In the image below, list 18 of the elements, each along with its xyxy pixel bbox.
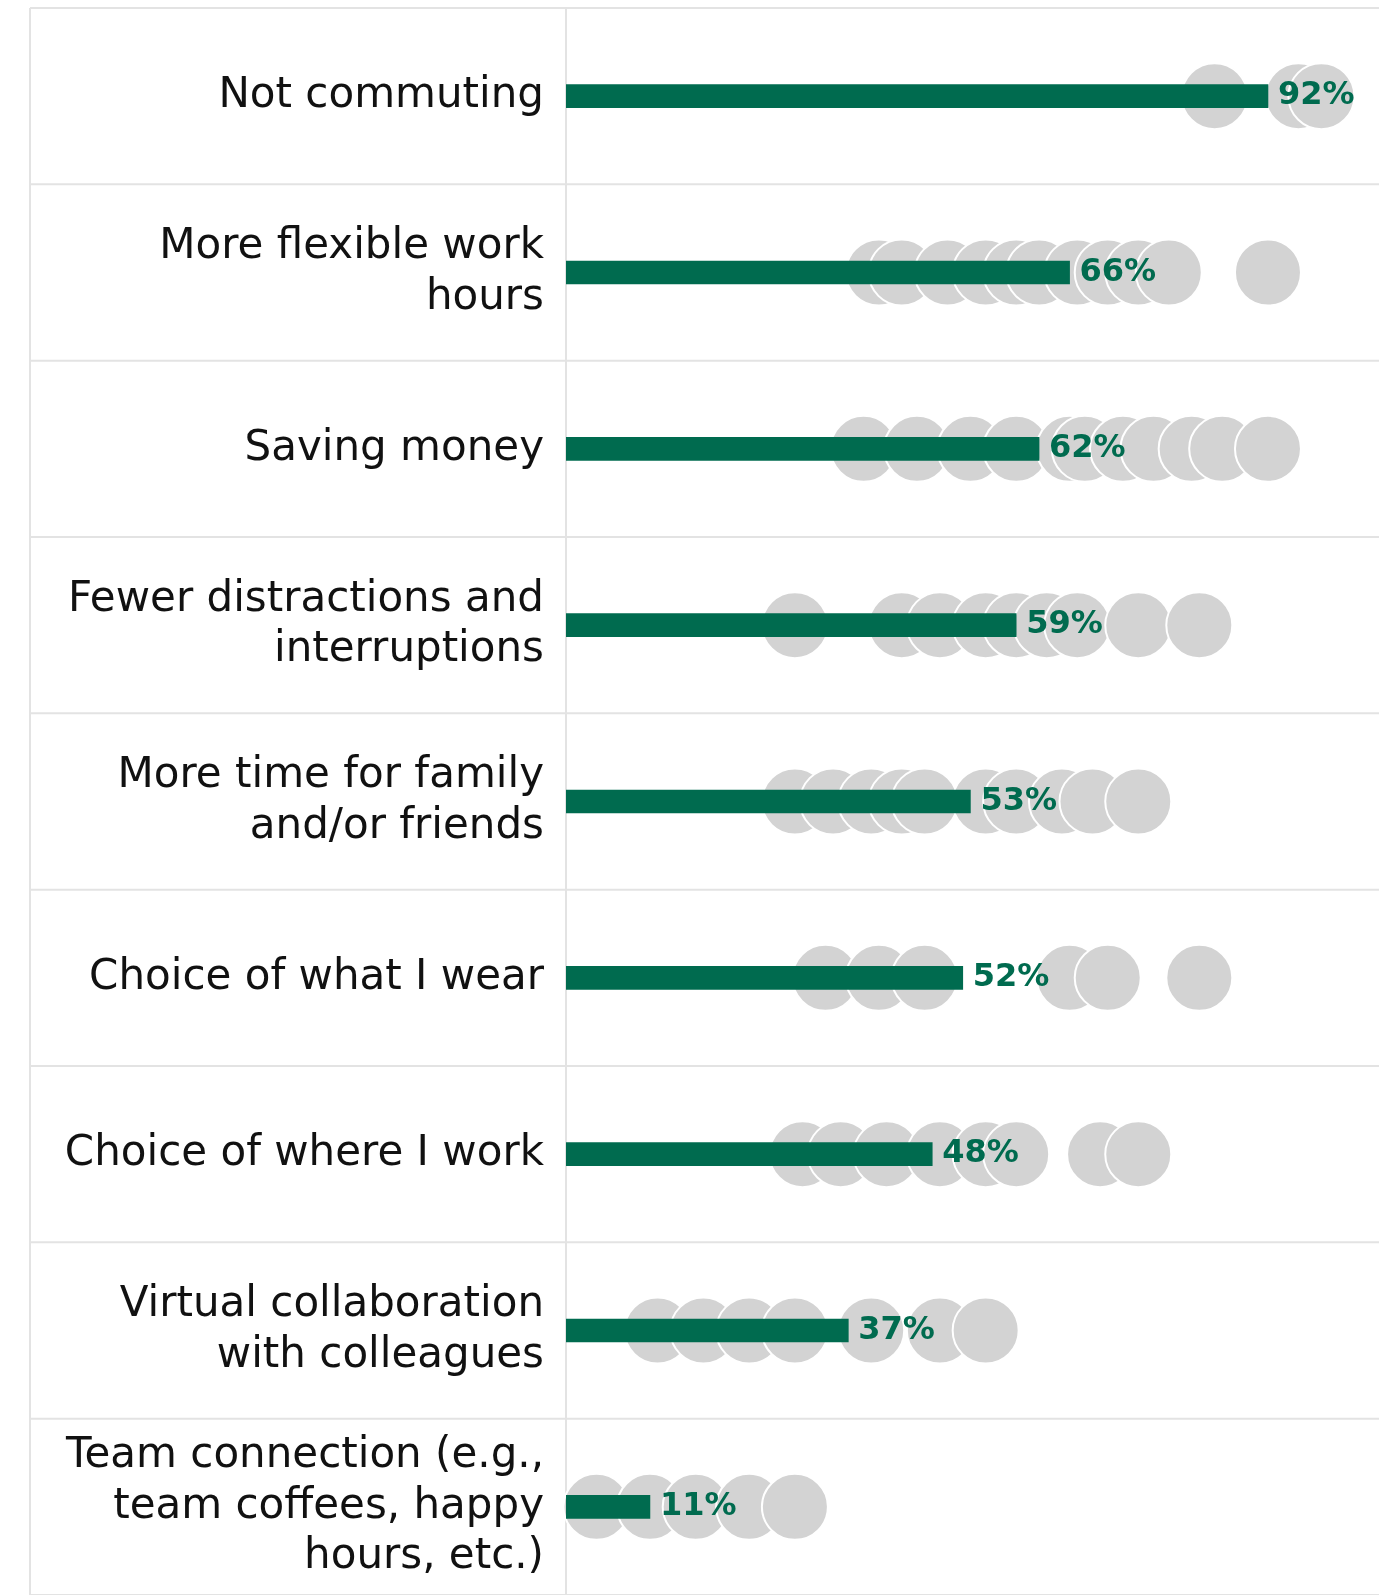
- y-tick-label: Choice of what I wear: [89, 949, 545, 999]
- y-tick-label: Choice of where I work: [64, 1126, 545, 1176]
- data-label: 37%: [858, 1308, 935, 1347]
- data-label: 52%: [972, 956, 1050, 995]
- data-label: 66%: [1079, 250, 1157, 289]
- data-label: 11%: [659, 1485, 737, 1524]
- y-tick-label: More flexible work hours: [159, 219, 545, 319]
- data-label: 92%: [1277, 74, 1355, 113]
- data-label: 53%: [980, 779, 1057, 818]
- data-label: 62%: [1049, 427, 1126, 466]
- y-tick-label: Fewer distractions and interruptions: [68, 571, 544, 672]
- y-tick-label: Team connection (e.g., team coffees, happy hours, etc.): [64, 1428, 544, 1579]
- data-label: 59%: [1026, 603, 1103, 642]
- y-tick-label: Saving money: [244, 420, 544, 470]
- y-tick-label: Not commuting: [218, 68, 544, 118]
- y-tick-label: Virtual collaboration with colleagues: [119, 1277, 544, 1377]
- data-label: 48%: [942, 1132, 1019, 1171]
- y-tick-label: More time for family and/or friends: [117, 748, 544, 848]
